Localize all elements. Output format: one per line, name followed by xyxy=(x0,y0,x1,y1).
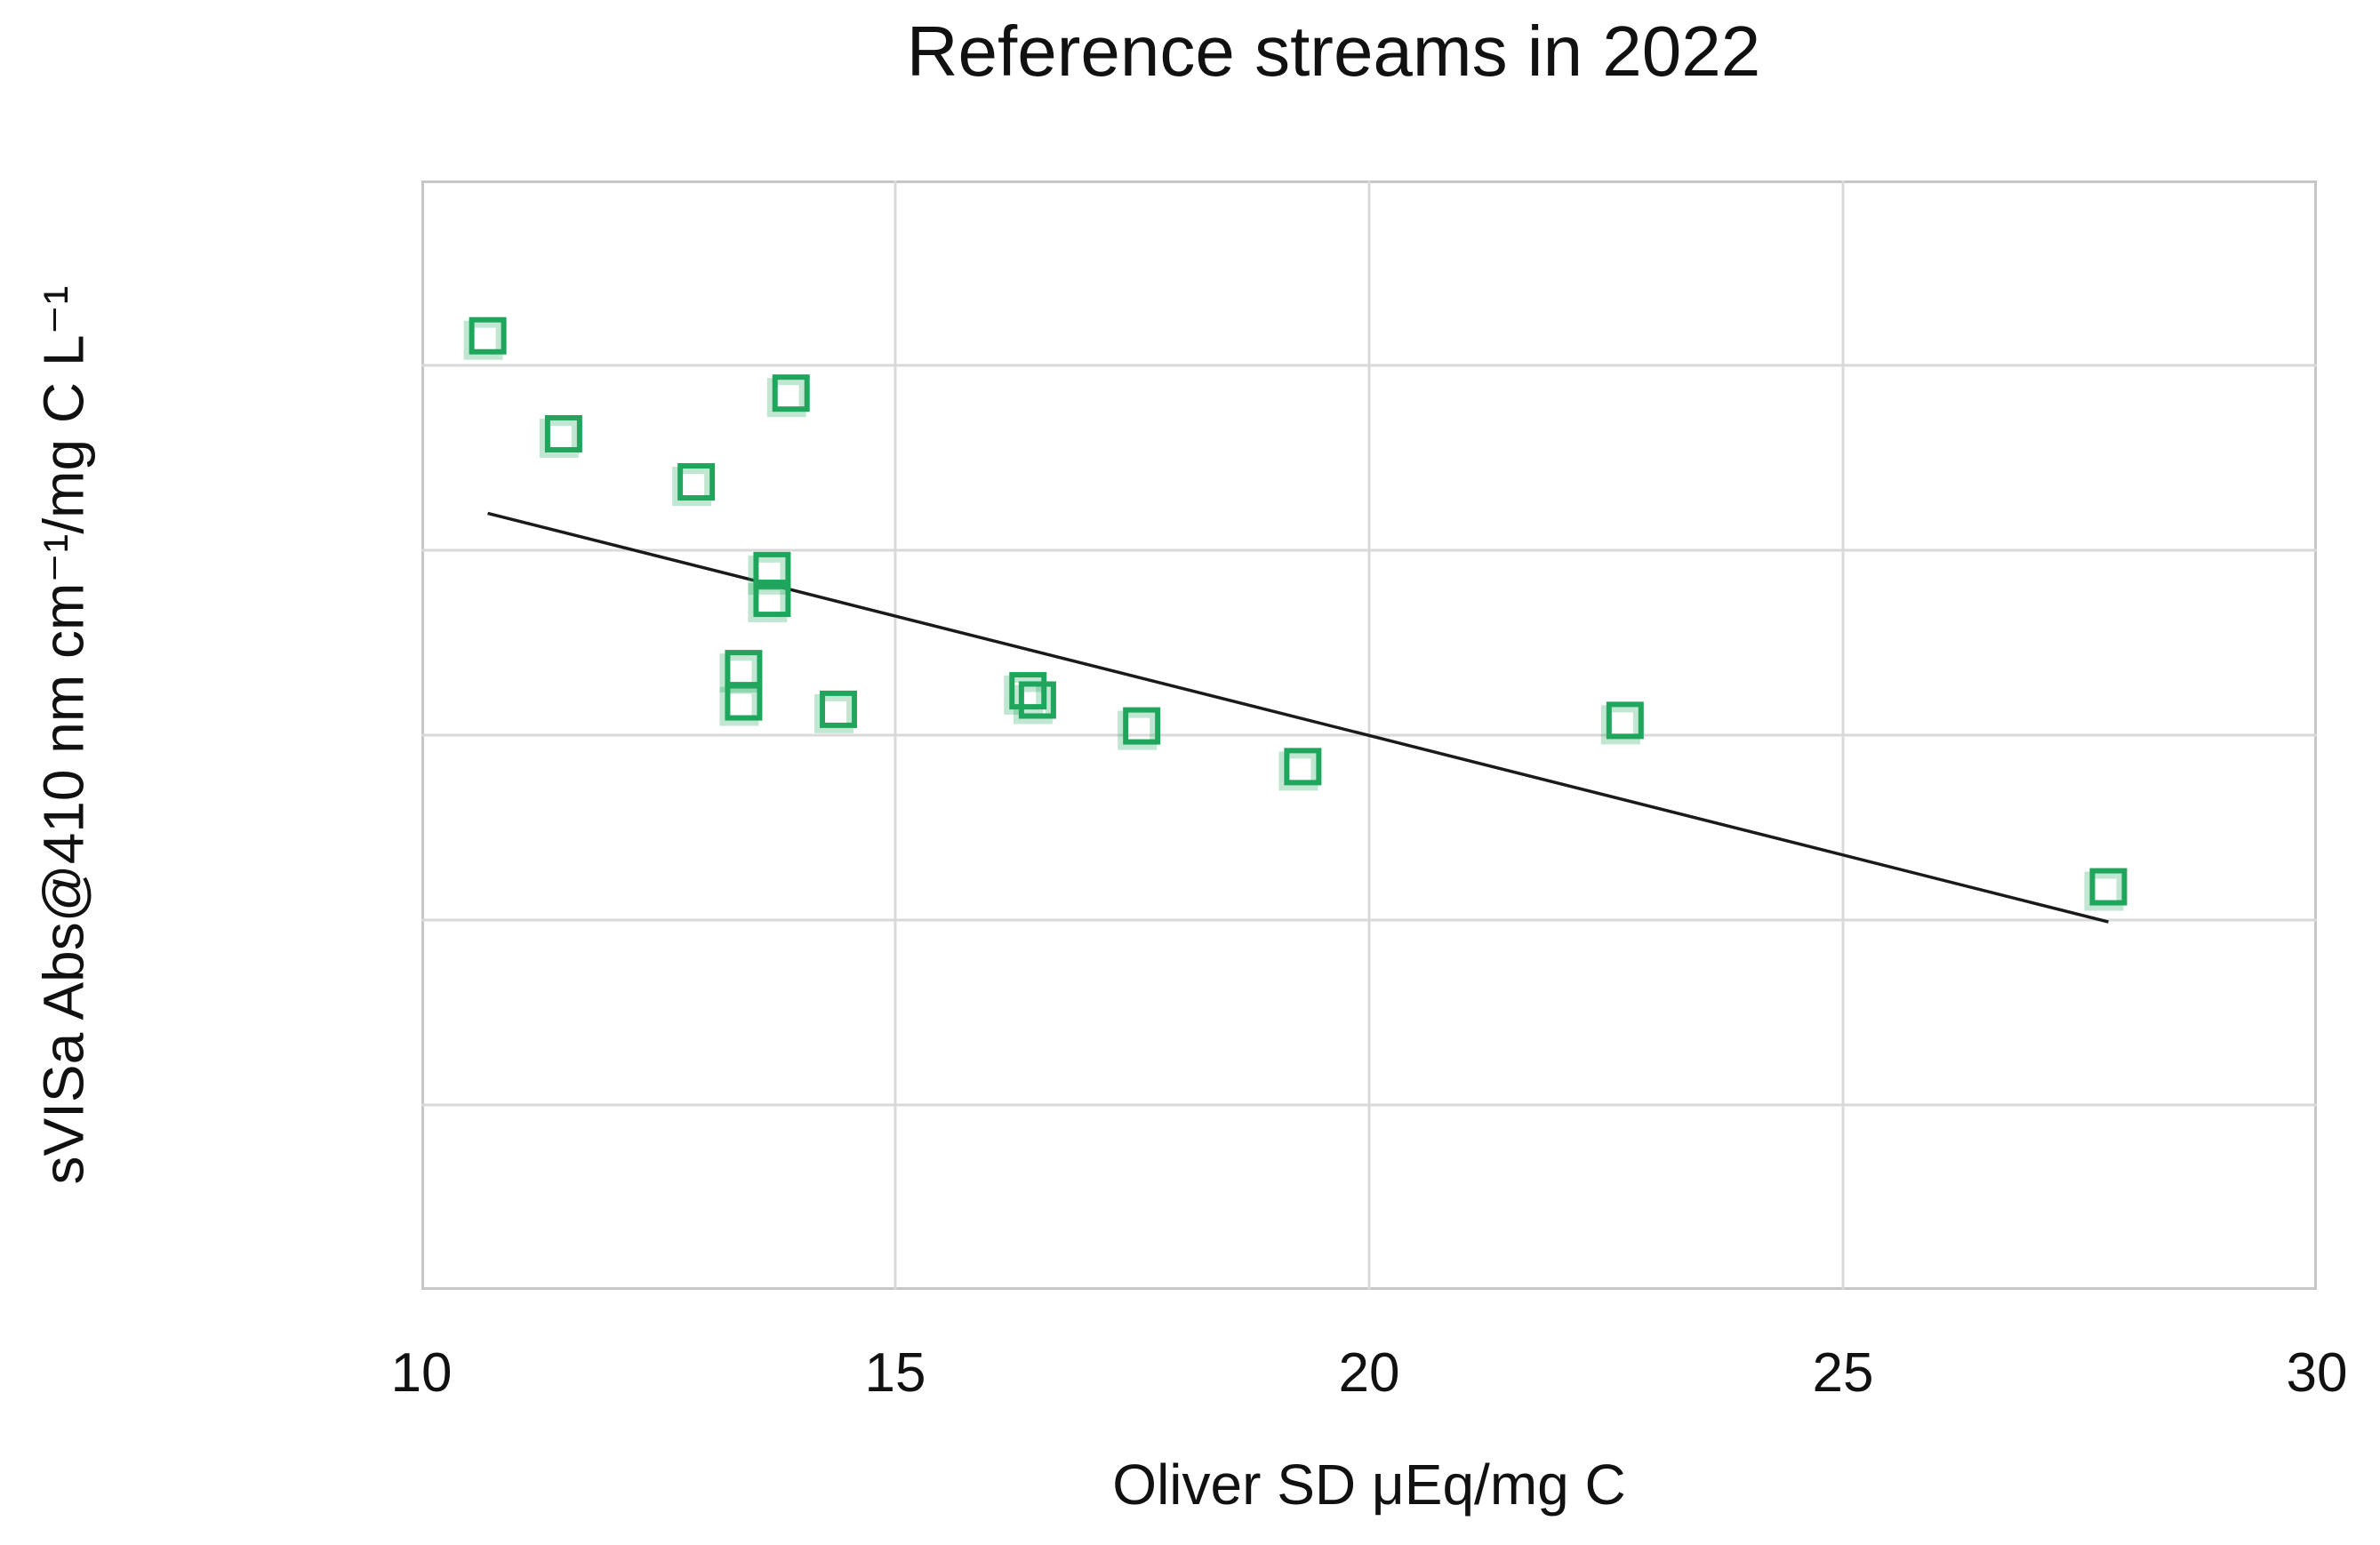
scatter-marker-halo xyxy=(2084,871,2124,911)
x-tick-label: 10 xyxy=(390,1342,453,1404)
y-axis-title: sVISa Abs@410 nm cm⁻¹/mg C L⁻¹ xyxy=(31,285,96,1185)
scatter-marker xyxy=(753,580,791,618)
scatter-plot-canvas xyxy=(421,180,2317,1290)
scatter-marker xyxy=(1606,701,1644,740)
scatter-marker xyxy=(677,463,716,501)
plot-area xyxy=(421,180,2317,1290)
scatter-marker-halo xyxy=(766,378,806,418)
scatter-marker-halo xyxy=(748,583,788,623)
x-tick-label: 30 xyxy=(2286,1342,2348,1404)
scatter-marker-halo xyxy=(539,418,579,458)
scatter-marker xyxy=(1009,672,1047,710)
scatter-marker-halo xyxy=(672,467,712,507)
x-axis-title: Oliver SD μEq/mg C xyxy=(1112,1453,1626,1517)
x-tick-label: 15 xyxy=(864,1342,926,1404)
scatter-marker xyxy=(772,374,810,412)
scatter-marker-halo xyxy=(1600,705,1640,745)
scatter-marker-halo xyxy=(1118,710,1158,750)
x-tick-label: 25 xyxy=(1812,1342,1874,1404)
scatter-marker-halo xyxy=(748,555,788,595)
scatter-marker-halo xyxy=(719,653,759,693)
scatter-marker xyxy=(1284,748,1322,786)
scatter-marker xyxy=(1018,681,1056,719)
x-tick-label: 20 xyxy=(1338,1342,1400,1404)
scatter-marker xyxy=(725,683,763,721)
scatter-marker xyxy=(820,690,858,728)
scatter-marker xyxy=(544,414,582,452)
scatter-marker xyxy=(2089,868,2128,906)
chart-title: Reference streams in 2022 xyxy=(906,12,1761,91)
scatter-marker-halo xyxy=(814,693,854,733)
scatter-marker-halo xyxy=(1013,684,1053,724)
scatter-marker xyxy=(469,316,507,355)
scatter-marker-halo xyxy=(719,686,759,726)
scatter-marker-halo xyxy=(463,320,503,360)
scatter-marker-halo xyxy=(1278,751,1318,791)
scatter-marker xyxy=(1123,707,1161,745)
scatter-marker xyxy=(753,551,791,589)
